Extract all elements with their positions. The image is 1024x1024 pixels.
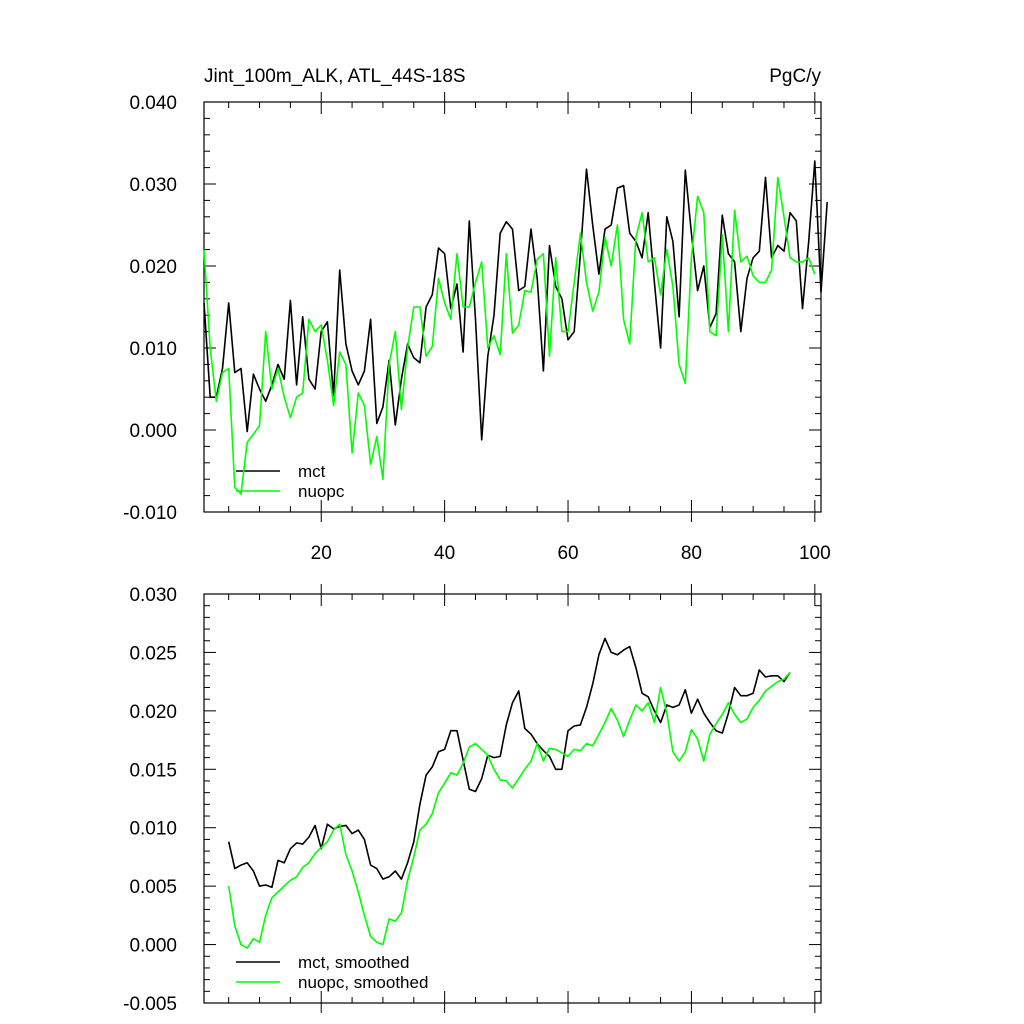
bottom-plot-panel: -0.005 0.000 0.005 0.010 0.015 0.020 0.025 0.03… xyxy=(123,584,822,1015)
series-line-mct-smoothed xyxy=(227,637,791,889)
x-tick-label: 20 xyxy=(311,543,332,564)
legend-label: mct, smoothed xyxy=(298,953,410,972)
top-plot-panel: -0.010 0.000 0.010 0.020 0.030 0.040 20 40 60 80 1… xyxy=(123,92,831,564)
y-tick-label: 0.000 xyxy=(129,936,177,957)
y-tick-label: 0.030 xyxy=(129,175,177,196)
series-line-nuopc-smoothed xyxy=(227,671,791,949)
y-tick-label: 0.000 xyxy=(129,421,177,442)
y-tick-label: 0.010 xyxy=(129,339,177,360)
series-line-mct xyxy=(203,160,828,441)
y-tick-label: 0.040 xyxy=(129,93,177,114)
series-line-nuopc xyxy=(203,176,816,495)
x-tick-label: 40 xyxy=(434,543,455,564)
y-tick-label: 0.030 xyxy=(129,585,177,606)
x-tick-label: 100 xyxy=(799,543,831,564)
y-tick-label: 0.010 xyxy=(129,819,177,840)
x-tick-label: 60 xyxy=(557,543,578,564)
y-tick-label: 0.005 xyxy=(129,877,177,898)
x-tick-label: 80 xyxy=(681,543,702,564)
legend-label: nuopc xyxy=(298,482,345,501)
plot-frame xyxy=(203,593,822,1004)
y-tick-label: -0.010 xyxy=(123,503,177,524)
y-tick-label: 0.020 xyxy=(129,257,177,278)
chart-title: Jint_100m_ALK, ATL_44S-18S xyxy=(204,66,466,87)
legend-label: mct xyxy=(298,462,326,481)
legend-label: nuopc, smoothed xyxy=(298,973,428,992)
units-label: PgC/y xyxy=(769,66,821,87)
y-tick-label: 0.025 xyxy=(129,643,177,664)
y-tick-label: -0.005 xyxy=(123,994,177,1015)
y-tick-label: 0.020 xyxy=(129,702,177,723)
y-tick-label: 0.015 xyxy=(129,760,177,781)
plot-frame xyxy=(203,101,822,513)
